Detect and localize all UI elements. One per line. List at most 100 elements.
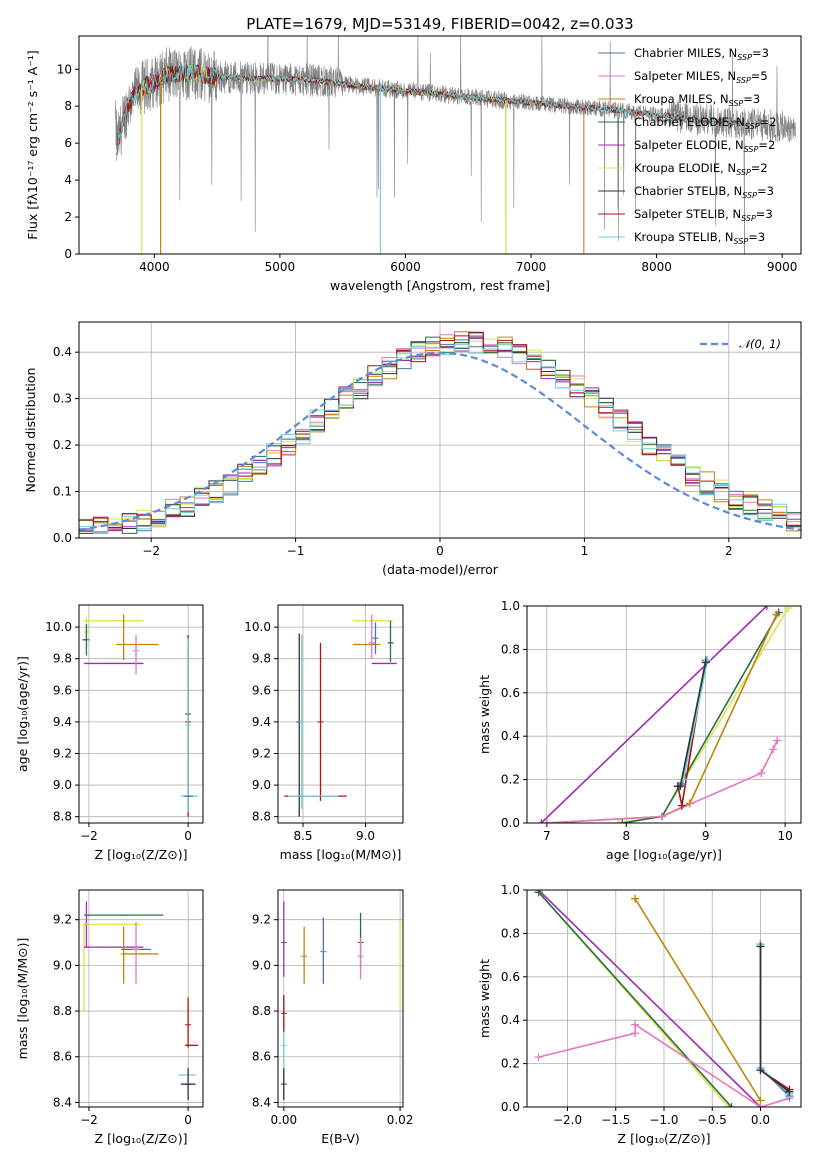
y-tick-label: 10.0 — [45, 620, 72, 634]
x-tick-label: −2 — [80, 829, 98, 843]
x-tick-label: 0 — [184, 1113, 192, 1127]
x-axis-label: mass [log₁₀(M/M⊙)] — [280, 847, 402, 862]
series-marker — [756, 1066, 765, 1075]
y-tick-label: 8.8 — [53, 1004, 72, 1018]
y-tick-label: 0.8 — [501, 926, 520, 940]
y-tick-label: 0.2 — [53, 438, 72, 452]
axes-frame — [526, 605, 802, 824]
error-bar-point — [301, 926, 308, 984]
residual-histogram — [79, 344, 801, 534]
x-tick-label: −2 — [142, 544, 160, 558]
plot-area — [115, 36, 797, 254]
plot-area — [537, 606, 793, 823]
grid-lines — [527, 605, 801, 824]
axes-frame — [78, 604, 204, 824]
y-axis-label: mass weight — [477, 675, 492, 754]
axes-frame — [526, 889, 802, 1108]
y-tick-label: 8.6 — [53, 1050, 72, 1064]
x-tick-label: 6000 — [390, 260, 421, 274]
y-axis-label: mass [log₁₀(M/M⊙)] — [15, 938, 30, 1060]
y-tick-label: 9.2 — [53, 913, 72, 927]
mass-weight-vs-metallicity-panel: −2.0 −1.5 −1.0 −0.5 0.0 0.0 0.2 0.4 0.6 0.8 1.0 Z [… — [477, 883, 802, 1146]
error-bar-point — [120, 926, 127, 984]
y-tick-label: 0.2 — [501, 1057, 520, 1071]
legend-entry: Salpeter MILES, NSSP=5 — [634, 69, 768, 85]
error-bar-point — [280, 995, 287, 1032]
x-tick-label: 8 — [622, 829, 630, 843]
y-axis-label: mass weight — [477, 959, 492, 1038]
axes-frame — [78, 35, 802, 255]
x-tick-label: −1 — [287, 544, 305, 558]
y-tick-label: 9.2 — [252, 746, 271, 760]
x-axis-label: age [log₁₀(age/yr)] — [606, 847, 722, 862]
y-tick-label: 0.0 — [501, 1100, 520, 1114]
series-marker — [537, 819, 546, 823]
y-tick-label: 9.8 — [53, 652, 72, 666]
error-bar-point — [280, 901, 287, 977]
x-axis-label: Z [log₁₀(Z/Z⊙)] — [618, 1131, 711, 1146]
mass-vs-extinction-panel: 0.00 0.02 8.4 8.6 8.8 9.0 9.2 E(B-V) — [252, 889, 414, 1146]
x-tick-label: 4000 — [139, 260, 170, 274]
spectrum-title: PLATE=1679, MJD=53149, FIBERID=0042, z=0… — [246, 15, 633, 33]
plot-area — [284, 614, 397, 817]
series-marker — [631, 1029, 640, 1038]
x-tick-label: 7000 — [516, 260, 547, 274]
x-tick-label: 9000 — [767, 260, 798, 274]
spectrum-panel: 4000 5000 6000 7000 8000 9000 0 2 4 6 8 10 wavelengt… — [25, 35, 802, 293]
y-tick-label: 8.4 — [252, 1095, 271, 1109]
series-marker — [534, 1053, 543, 1062]
y-tick-label: 0.0 — [501, 816, 520, 830]
y-tick-label: 0.8 — [501, 642, 520, 656]
plot-area — [80, 901, 199, 1101]
y-tick-label: 8.8 — [252, 1004, 271, 1018]
y-tick-label: 1.0 — [501, 599, 520, 613]
error-bar-point — [298, 635, 305, 809]
error-bar-point — [357, 937, 364, 980]
series-marker — [618, 819, 627, 823]
y-tick-label: 0.0 — [53, 531, 72, 545]
error-bar-point — [82, 623, 90, 656]
spectrum-legend: Chabrier MILES, NSSP=3 Salpeter MILES, NS… — [598, 46, 776, 246]
x-tick-label: 1 — [581, 544, 589, 558]
error-bar-point — [372, 622, 379, 654]
x-tick-label: 8000 — [641, 260, 672, 274]
legend-entry: Kroupa MILES, NSSP=3 — [634, 92, 760, 108]
mass-weight-series — [542, 736, 782, 823]
y-axis-label: age [log₁₀(age/yr)] — [15, 656, 30, 772]
plot-area — [79, 331, 801, 534]
residuals-panel: −2 −1 0 1 2 0.0 0.1 0.2 0.3 0.4 (data-model)/error… — [23, 321, 802, 577]
series-marker — [701, 658, 710, 667]
legend-entry: Kroupa ELODIE, NSSP=2 — [634, 161, 768, 177]
model-spectrum-line — [116, 63, 745, 254]
y-tick-label: 4 — [64, 173, 72, 187]
series-marker — [772, 610, 781, 619]
mass-weight-series — [534, 890, 736, 1107]
x-tick-label: 8.5 — [293, 829, 312, 843]
axes-frame — [277, 889, 404, 1108]
legend-entry: Salpeter STELIB, NSSP=3 — [634, 207, 773, 223]
series-marker — [773, 736, 782, 745]
x-axis-label: Z [log₁₀(Z/Z⊙)] — [95, 847, 188, 862]
y-tick-label: 6 — [64, 136, 72, 150]
error-bar-point — [320, 917, 327, 984]
y-tick-label: 9.2 — [53, 746, 72, 760]
y-tick-label: 8.8 — [252, 810, 271, 824]
x-tick-label: 0 — [436, 544, 444, 558]
y-tick-label: 8.6 — [252, 1050, 271, 1064]
y-tick-label: 10 — [57, 62, 72, 76]
error-bar-point — [280, 1068, 287, 1101]
axes-frame — [78, 321, 802, 539]
y-tick-label: 9.6 — [53, 683, 72, 697]
x-axis-label: wavelength [Angstrom, rest frame] — [330, 278, 550, 293]
x-tick-label: 0.02 — [387, 1113, 414, 1127]
y-tick-label: 10.0 — [244, 620, 271, 634]
series-marker — [756, 1103, 765, 1107]
plot-area — [82, 614, 199, 817]
grid-lines — [79, 605, 203, 823]
legend-entry: Chabrier MILES, NSSP=3 — [634, 46, 769, 62]
x-tick-label: 7 — [543, 829, 551, 843]
series-marker — [542, 819, 551, 823]
series-marker — [658, 812, 667, 821]
y-tick-label: 9.6 — [252, 683, 271, 697]
